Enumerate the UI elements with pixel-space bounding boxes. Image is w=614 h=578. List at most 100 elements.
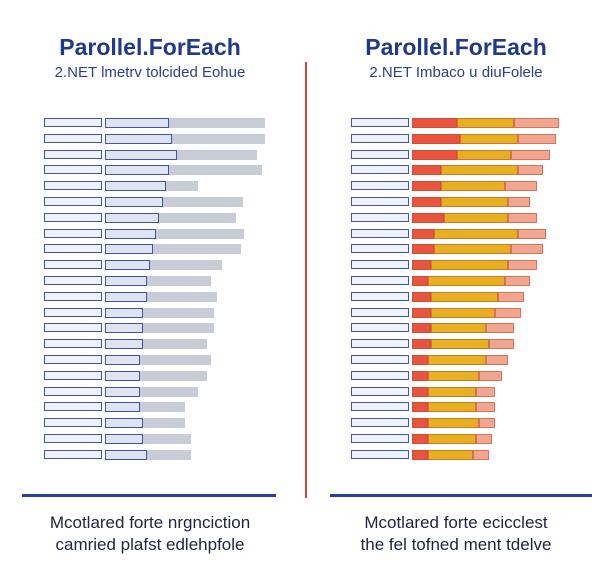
- left-caption-line1: Mcotlared forte nrgnciction: [49, 513, 251, 532]
- right-row: [351, 149, 581, 160]
- right-row: [351, 449, 581, 460]
- right-row-yellow-segment: [431, 323, 486, 334]
- left-row-gray-segment: [140, 386, 198, 397]
- right-row-index-box: [351, 197, 409, 206]
- left-row-outlined-segment: [105, 307, 144, 318]
- right-row-pink-segment: [479, 370, 502, 381]
- left-row-outlined-segment: [105, 434, 144, 444]
- left-row: [44, 276, 274, 286]
- left-row-outlined-segment: [105, 449, 147, 460]
- left-row: [44, 418, 274, 429]
- right-row-red-segment: [412, 260, 432, 271]
- right-row-yellow-segment: [434, 228, 518, 239]
- left-row-outlined-segment: [105, 276, 147, 286]
- right-row-yellow-segment: [440, 197, 508, 207]
- left-row-outlined-segment: [105, 386, 141, 397]
- left-row: [44, 434, 274, 444]
- right-row-pink-segment: [476, 402, 496, 413]
- right-row-pink-segment: [511, 244, 544, 255]
- right-row-red-segment: [412, 149, 457, 160]
- right-subtitle: 2.NET Imbaco u diuFolele: [369, 64, 543, 81]
- left-row: [44, 355, 274, 365]
- right-row: [351, 418, 581, 429]
- center-divider: [305, 62, 307, 498]
- left-row-gray-segment: [172, 133, 265, 144]
- left-row: [44, 449, 274, 460]
- right-row-yellow-segment: [440, 181, 505, 192]
- left-row: [44, 228, 274, 239]
- left-row-outlined-segment: [105, 355, 141, 365]
- left-row-outlined-segment: [105, 118, 169, 128]
- left-row-index-box: [44, 149, 102, 159]
- left-row: [44, 244, 274, 255]
- left-row-outlined-segment: [105, 197, 163, 207]
- right-row-index-box: [351, 244, 409, 254]
- right-caption-line2: the fel tofned ment tdelve: [360, 535, 552, 554]
- left-baseline: [22, 494, 276, 497]
- right-row-yellow-segment: [428, 449, 473, 460]
- left-row-gray-segment: [165, 181, 198, 192]
- left-row-index-box: [44, 418, 102, 428]
- right-row-pink-segment: [504, 181, 537, 192]
- left-row: [44, 402, 274, 413]
- right-row-pink-segment: [508, 197, 531, 207]
- left-caption: Mcotlared forte nrgnciction camried plaf…: [0, 512, 300, 556]
- left-subtitle: 2.NET lmetrv tolcided Eohue: [54, 64, 246, 81]
- left-row-outlined-segment: [105, 244, 153, 255]
- right-row: [351, 276, 581, 286]
- right-row-index-box: [351, 165, 409, 175]
- right-row-yellow-segment: [444, 212, 508, 223]
- left-row-outlined-segment: [105, 165, 169, 176]
- left-row-gray-segment: [140, 355, 211, 365]
- right-row-red-segment: [412, 291, 432, 302]
- right-row: [351, 339, 581, 350]
- right-row-red-segment: [412, 418, 428, 429]
- right-row-pink-segment: [485, 323, 515, 334]
- right-row: [351, 212, 581, 223]
- right-row-index-box: [351, 291, 409, 301]
- right-row-yellow-segment: [428, 386, 476, 397]
- right-row-pink-segment: [517, 133, 556, 144]
- left-row-gray-segment: [143, 323, 214, 334]
- right-row-yellow-segment: [434, 244, 512, 255]
- right-row: [351, 386, 581, 397]
- left-task-diagram: [44, 118, 274, 468]
- right-row: [351, 165, 581, 176]
- left-row-gray-segment: [149, 260, 222, 271]
- left-row-gray-segment: [140, 402, 185, 413]
- left-row-index-box: [44, 386, 102, 396]
- left-row-outlined-segment: [105, 212, 160, 223]
- left-row-outlined-segment: [105, 133, 173, 144]
- left-row-index-box: [44, 212, 102, 222]
- left-row-outlined-segment: [105, 181, 166, 192]
- left-row-index-box: [44, 434, 102, 443]
- right-row-red-segment: [412, 228, 435, 239]
- left-row-index-box: [44, 339, 102, 349]
- left-row-outlined-segment: [105, 370, 141, 381]
- right-row-index-box: [351, 260, 409, 270]
- left-row-gray-segment: [143, 307, 214, 318]
- left-row: [44, 197, 274, 207]
- left-row: [44, 291, 274, 302]
- right-row-red-segment: [412, 339, 432, 350]
- left-title: Parollel.ForEach: [59, 34, 241, 60]
- left-row-index-box: [44, 118, 102, 127]
- left-row-gray-segment: [162, 197, 243, 207]
- right-row-index-box: [351, 228, 409, 238]
- right-row-red-segment: [412, 244, 435, 255]
- left-row-index-box: [44, 449, 102, 459]
- right-row-yellow-segment: [431, 339, 489, 350]
- right-row-red-segment: [412, 133, 460, 144]
- right-row-index-box: [351, 133, 409, 143]
- left-row-gray-segment: [140, 370, 208, 381]
- left-row-gray-segment: [159, 212, 237, 223]
- left-row: [44, 323, 274, 334]
- left-row: [44, 386, 274, 397]
- right-row-red-segment: [412, 307, 432, 318]
- left-row-index-box: [44, 370, 102, 380]
- left-row-index-box: [44, 260, 102, 270]
- left-row-gray-segment: [143, 434, 192, 444]
- right-row-index-box: [351, 370, 409, 380]
- right-row-yellow-segment: [428, 355, 486, 365]
- right-row-red-segment: [412, 370, 428, 381]
